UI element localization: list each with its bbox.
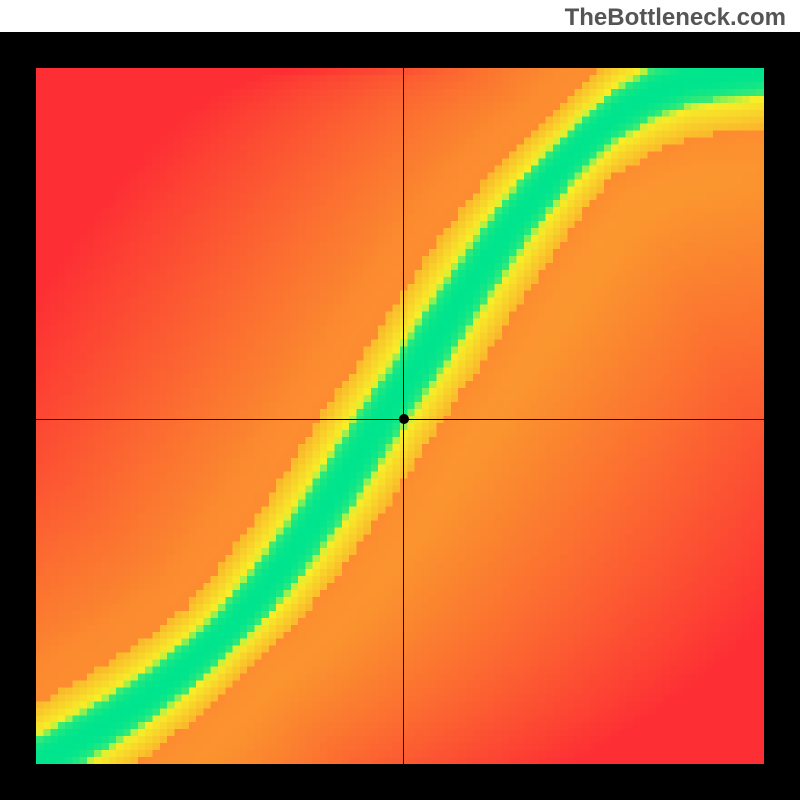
watermark-text: TheBottleneck.com (565, 4, 786, 32)
plot-area (0, 32, 800, 800)
chart-container: TheBottleneck.com (0, 0, 800, 800)
